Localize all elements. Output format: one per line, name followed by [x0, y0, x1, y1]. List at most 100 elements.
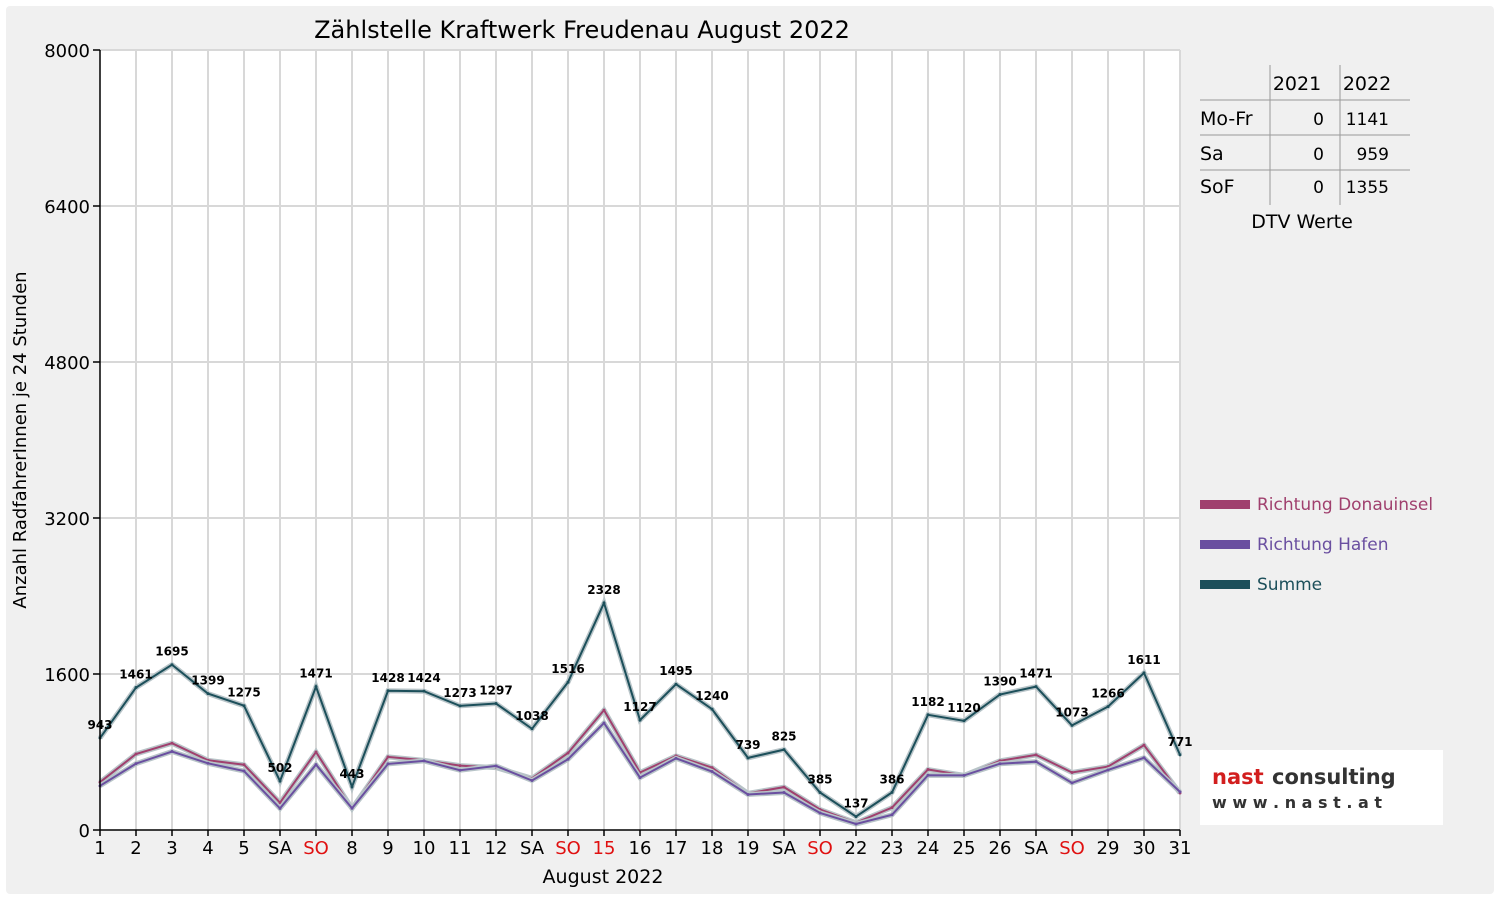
- dtv-row-label: SoF: [1200, 176, 1235, 198]
- y-axis-ticks: 0 1600 3200 4800 6400 8000: [44, 41, 100, 842]
- data-label: 1424: [407, 671, 440, 685]
- x-tick-label: 9: [382, 838, 393, 859]
- data-point: [386, 755, 390, 759]
- data-point: [926, 768, 930, 772]
- data-point: [278, 806, 282, 810]
- dtv-row-label: Sa: [1200, 143, 1224, 165]
- data-point: [818, 790, 822, 794]
- data-point: [458, 764, 462, 768]
- x-tick-label: 1: [94, 838, 105, 859]
- data-label: 1695: [155, 645, 188, 659]
- y-tick-label: 3200: [44, 509, 90, 530]
- x-tick-label: 4: [202, 838, 213, 859]
- data-point: [458, 704, 462, 708]
- x-tick-label: 12: [485, 838, 508, 859]
- data-point: [206, 761, 210, 765]
- legend-swatch-summe: [1200, 580, 1250, 589]
- data-point: [170, 750, 174, 754]
- data-point: [1034, 760, 1038, 764]
- legend-swatch-donauinsel: [1200, 500, 1250, 509]
- data-label: 1390: [983, 674, 1016, 688]
- data-label: 1038: [515, 709, 548, 723]
- data-point: [278, 779, 282, 783]
- data-point: [782, 748, 786, 752]
- data-label: 1182: [911, 695, 944, 709]
- data-point: [890, 790, 894, 794]
- dtv-row-2022: 959: [1357, 145, 1389, 165]
- x-axis-title: August 2022: [543, 866, 664, 888]
- x-tick-label: 3: [166, 838, 177, 859]
- legend: Richtung Donauinsel Richtung Hafen Summe: [1200, 495, 1433, 595]
- y-tick-label: 4800: [44, 353, 90, 374]
- x-tick-label: SA: [772, 838, 797, 859]
- x-tick-label: 10: [413, 838, 436, 859]
- data-point: [422, 689, 426, 693]
- data-point: [134, 752, 138, 756]
- data-label: 1428: [371, 671, 404, 685]
- data-point: [206, 692, 210, 696]
- data-point: [1142, 756, 1146, 760]
- y-tick-label: 0: [79, 821, 90, 842]
- data-point: [998, 762, 1002, 766]
- data-point: [1034, 685, 1038, 689]
- data-point: [674, 756, 678, 760]
- data-point: [566, 757, 570, 761]
- data-point: [170, 741, 174, 745]
- data-label: 1240: [695, 689, 728, 703]
- data-label: 386: [879, 772, 904, 786]
- x-tick-label: SO: [555, 838, 581, 859]
- series-lines: [97, 595, 1183, 827]
- dtv-row-2022: 1141: [1346, 110, 1389, 130]
- x-tick-label: 11: [449, 838, 472, 859]
- grid-lines: [100, 49, 1181, 830]
- data-label: 443: [339, 767, 364, 781]
- data-point: [494, 702, 498, 706]
- data-point: [566, 751, 570, 755]
- dtv-row-label: Mo-Fr: [1200, 108, 1253, 130]
- data-point: [962, 773, 966, 777]
- dtv-table: 2021 2022 Mo-Fr 0 1141 Sa 0 959 SoF 0 13…: [1200, 65, 1410, 233]
- data-point: [1178, 753, 1182, 757]
- data-label: 1297: [479, 684, 512, 698]
- x-tick-label: SO: [807, 838, 833, 859]
- data-label: 2328: [587, 583, 620, 597]
- data-label: 1471: [1019, 667, 1052, 681]
- x-tick-label: 24: [917, 838, 940, 859]
- data-label: 137: [843, 797, 868, 811]
- data-point: [782, 785, 786, 789]
- data-point: [638, 718, 642, 722]
- dtv-header-2022: 2022: [1343, 73, 1391, 95]
- data-point: [602, 601, 606, 605]
- data-point: [602, 721, 606, 725]
- data-point: [926, 713, 930, 717]
- dtv-row-2022: 1355: [1346, 178, 1389, 198]
- data-point: [710, 766, 714, 770]
- data-label: 502: [267, 761, 292, 775]
- legend-label: Richtung Donauinsel: [1257, 495, 1433, 515]
- data-point: [890, 813, 894, 817]
- data-point: [242, 704, 246, 708]
- x-tick-label: SA: [268, 838, 293, 859]
- data-point: [386, 689, 390, 693]
- data-label: 1516: [551, 662, 584, 676]
- data-point: [1070, 770, 1074, 774]
- data-point: [242, 769, 246, 773]
- data-point: [314, 685, 318, 689]
- data-label: 1073: [1055, 705, 1088, 719]
- data-point: [998, 692, 1002, 696]
- data-label: 1120: [947, 701, 980, 715]
- y-tick-label: 1600: [44, 665, 90, 686]
- data-label: 1273: [443, 686, 476, 700]
- x-tick-label: SO: [303, 838, 329, 859]
- data-point: [530, 727, 534, 731]
- data-label: 739: [735, 738, 760, 752]
- data-point: [1106, 705, 1110, 709]
- x-tick-label: SA: [520, 838, 545, 859]
- logo-part-nast: nast: [1212, 765, 1264, 789]
- x-tick-label: 31: [1169, 838, 1192, 859]
- x-tick-label: 17: [665, 838, 688, 859]
- x-tick-label: SO: [1059, 838, 1085, 859]
- logo-part-consulting: consulting: [1272, 765, 1396, 789]
- x-tick-label: 19: [737, 838, 760, 859]
- dtv-row-2021: 0: [1313, 145, 1324, 165]
